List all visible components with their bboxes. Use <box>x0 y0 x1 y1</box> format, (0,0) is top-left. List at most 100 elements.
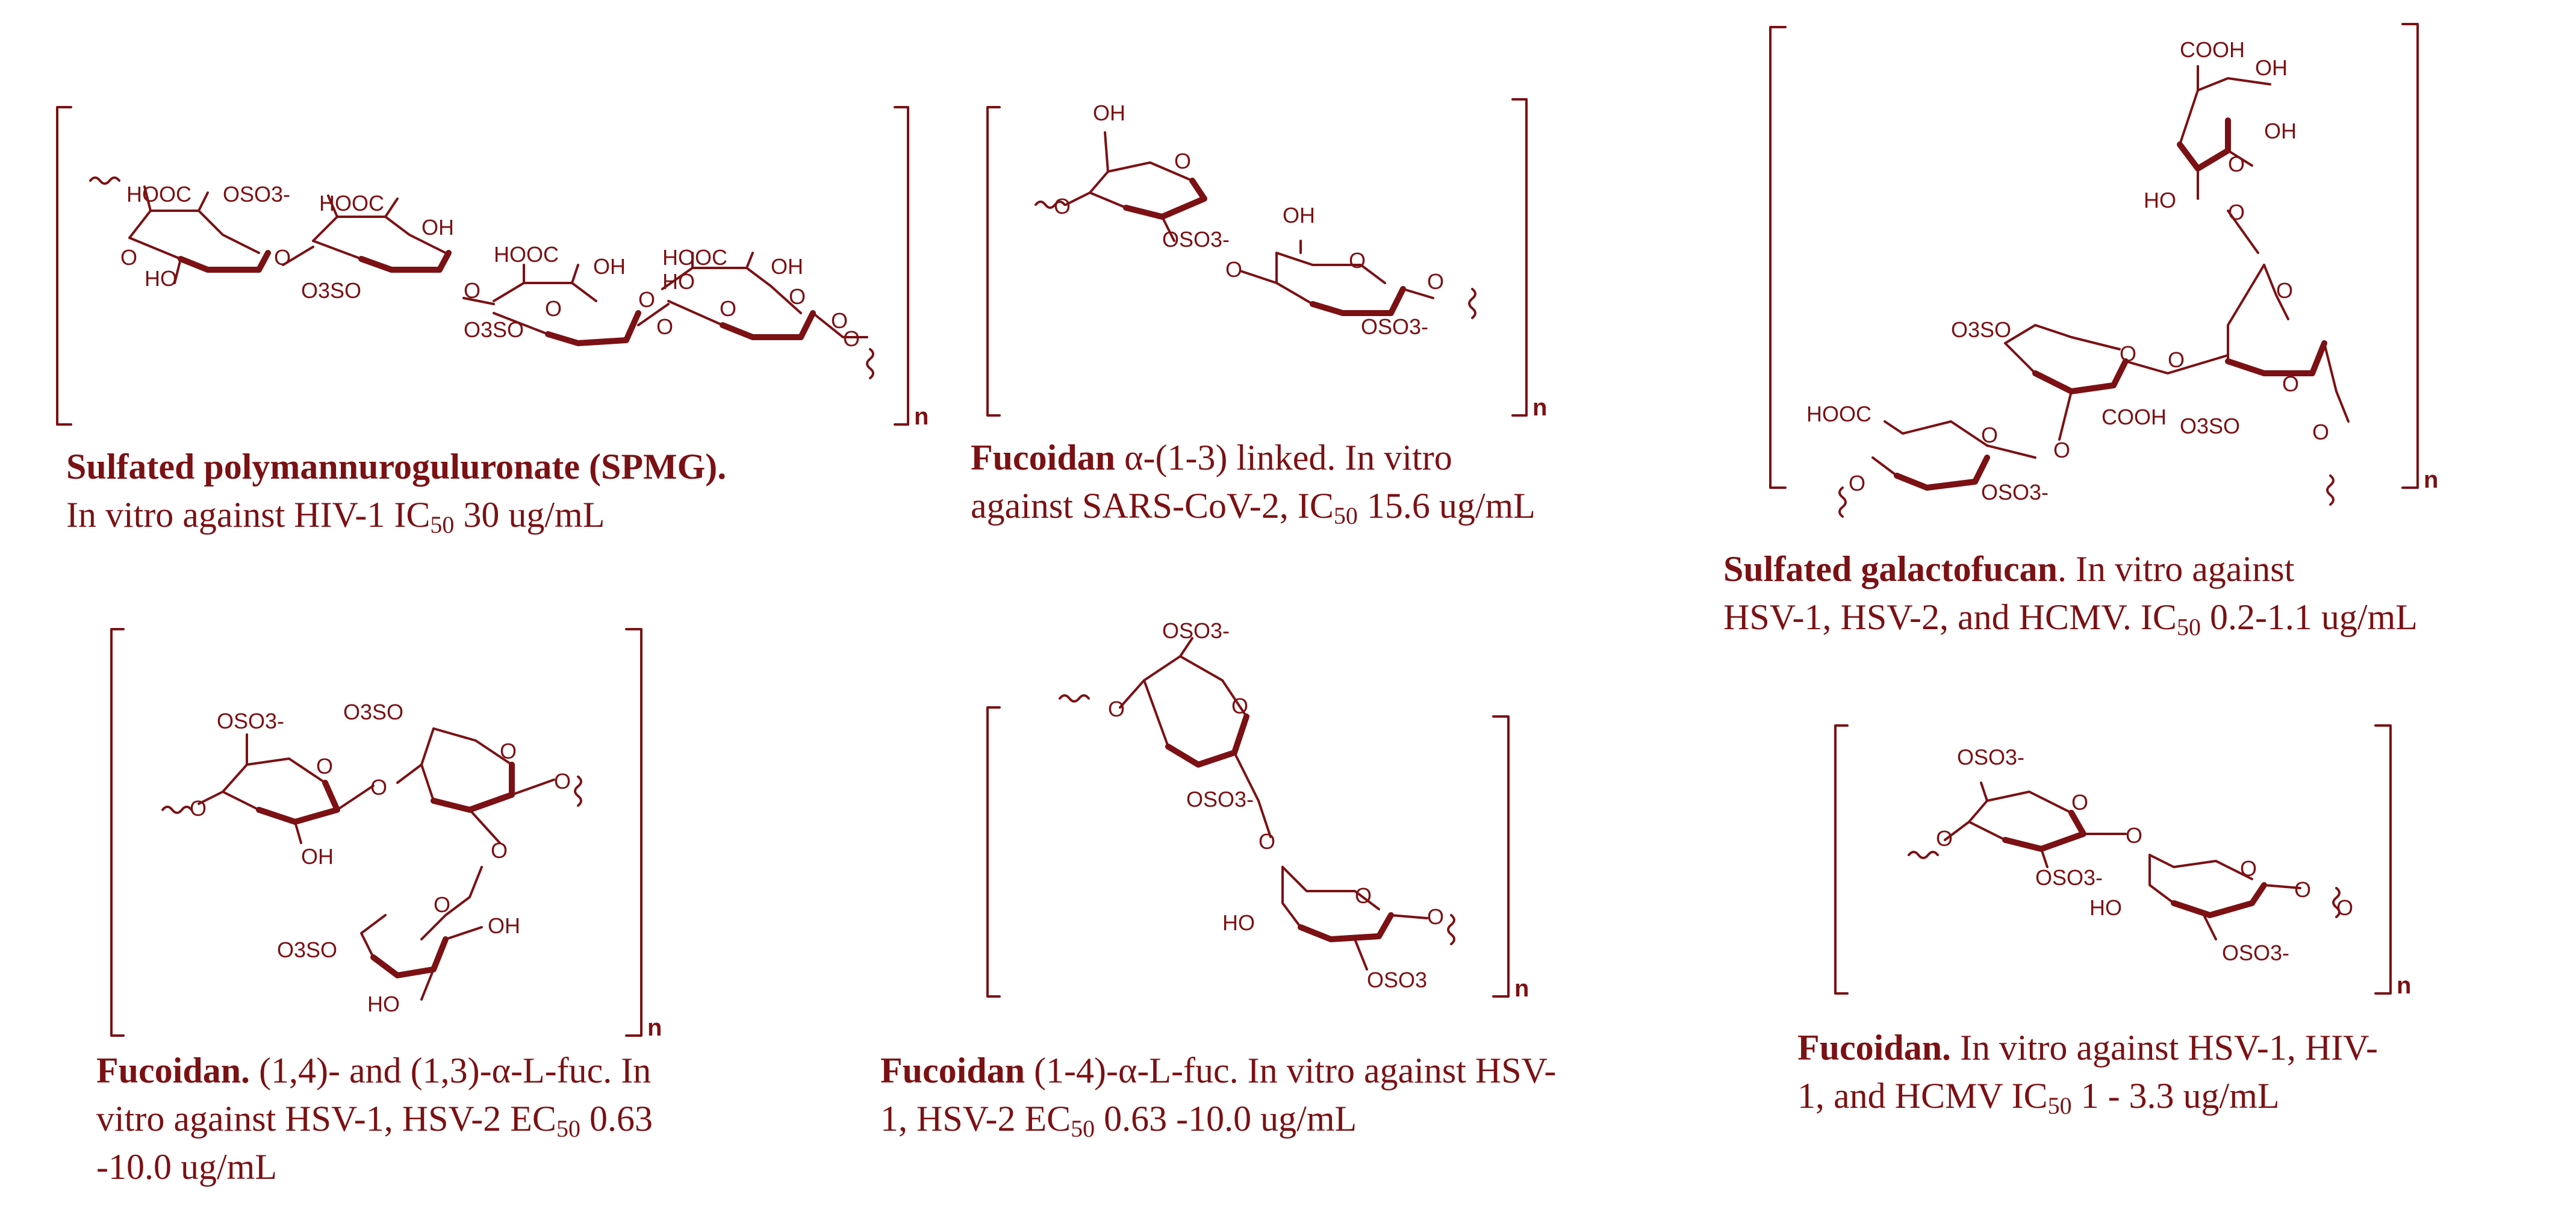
atom-label: HOOC <box>126 182 191 207</box>
wavy-bond <box>866 348 874 379</box>
bracket-left <box>1834 724 1849 995</box>
ring-4 <box>637 252 868 340</box>
atom-label: O <box>789 284 806 309</box>
caption-fucoidan-hiv: Fucoidan. In vitro against HSV-1, HIV- 1… <box>1797 1028 2378 1119</box>
caption-galactofucan: Sulfated galactofucan. In vitro against … <box>1723 549 2418 641</box>
repeat-n: n <box>2397 972 2411 999</box>
atom-label: O <box>545 296 562 321</box>
atom-label: O <box>1981 423 1998 447</box>
atom-label: OH <box>771 254 803 279</box>
atom-label: O <box>1231 694 1248 718</box>
ring-top <box>2177 65 2271 254</box>
compound-name: Fucoidan. <box>96 1051 250 1090</box>
compound-name: Fucoidan <box>971 438 1116 477</box>
atom-label: O3SO <box>301 278 361 303</box>
atom-label: O <box>1054 194 1071 219</box>
ring-1 <box>198 733 375 844</box>
atom-label: O <box>2312 420 2329 444</box>
ring-2 <box>396 727 555 844</box>
atom-label: OSO3- <box>217 709 284 733</box>
atom-label: HO <box>367 992 400 1016</box>
wavy-bond <box>1447 914 1455 945</box>
atom-label: OH <box>488 913 520 938</box>
caption-fucoidan-13: Fucoidan α-(1-3) linked. In vitro agains… <box>971 438 1535 529</box>
atom-label: OH <box>301 844 334 869</box>
atom-label: O3SO <box>1951 317 2011 342</box>
wavy-bond <box>2326 474 2335 506</box>
wavy-bond <box>1908 851 1939 859</box>
panel-fucoidan-13-structure <box>986 98 1528 417</box>
panel-spmg-structure <box>56 106 909 426</box>
wavy-bond <box>1034 200 1066 209</box>
atom-label: O3SO <box>464 317 524 342</box>
atom-label: O <box>2282 371 2299 396</box>
atom-label: OSO3- <box>1186 787 1254 812</box>
caption-fucoidan-14: Fucoidan (1-4)-α-L-fuc. In vitro against… <box>880 1051 1557 1142</box>
caption-fucoidan-1413: Fucoidan. (1,4)- and (1,3)-α-L-fuc. In v… <box>96 1051 653 1187</box>
atom-label: OH <box>593 254 626 279</box>
atom-label: O <box>500 739 517 763</box>
ring-2 <box>2148 854 2301 940</box>
bracket-right <box>2374 724 2392 995</box>
atom-label: O <box>1349 248 1366 273</box>
atom-label: HO <box>145 266 177 291</box>
atom-label: COOH <box>2102 405 2167 429</box>
atom-label: OSO3- <box>2035 865 2103 890</box>
atom-label: COOH <box>2180 37 2245 62</box>
atom-label: O <box>2240 856 2257 881</box>
panel-galactofucan-structure <box>1769 23 2419 518</box>
ring-1 <box>1065 131 1207 242</box>
atom-label: O <box>2126 823 2142 848</box>
atom-label: OH <box>1093 101 1125 125</box>
compound-name: Sulfated polymannuroguluronate (SPMG). <box>66 447 727 486</box>
ring-mid-right <box>2225 264 2350 423</box>
atom-label: HO <box>2089 895 2122 920</box>
atom-label: O <box>491 838 508 863</box>
ring-2 <box>1239 240 1434 316</box>
atom-label: OH <box>2264 119 2297 143</box>
atom-label: O <box>831 308 848 333</box>
atom-label: HOOC <box>319 191 384 216</box>
atom-label: O <box>120 245 137 270</box>
ring-3 <box>462 264 641 346</box>
atom-label: O <box>1108 697 1125 721</box>
repeat-n: n <box>647 1015 662 1041</box>
atom-label: O <box>2228 152 2245 176</box>
repeat-n: n <box>914 403 929 430</box>
atom-label: O <box>274 245 291 270</box>
atom-label: O <box>464 278 481 303</box>
atom-label: O <box>434 892 450 917</box>
repeat-n: n <box>2424 467 2438 493</box>
atom-label: HOOC <box>1806 402 1871 426</box>
atom-label: O <box>2228 200 2245 225</box>
atom-label: OSO3 <box>1367 968 1427 992</box>
bracket-left <box>1769 26 1787 489</box>
bracket-right <box>1492 715 1510 998</box>
atom-label: O <box>370 775 387 800</box>
atom-label: O <box>1427 904 1444 929</box>
atom-label: O <box>1258 829 1275 854</box>
atom-label: HO <box>2144 188 2176 213</box>
ring-mid-left <box>2004 324 2229 441</box>
atom-label: OSO3- <box>1162 618 1230 643</box>
ring-2 <box>282 194 452 273</box>
atom-label: O <box>316 754 333 778</box>
bracket-right <box>2401 23 2419 489</box>
atom-label: HOOC <box>494 242 559 267</box>
atom-label: O <box>843 326 860 351</box>
atom-label: OH <box>422 215 454 240</box>
atom-label: O <box>720 296 736 321</box>
atom-label: O <box>554 769 571 794</box>
bracket-left <box>110 628 125 1037</box>
atom-label: O <box>2120 341 2136 366</box>
ring-1 <box>128 185 271 284</box>
atom-label: HO <box>1222 910 1255 935</box>
atom-label: O <box>190 796 207 821</box>
wavy-bond <box>2332 887 2341 918</box>
atom-label: OSO3- <box>2222 940 2289 965</box>
panel-fucoidan-14-structure <box>986 637 1510 998</box>
wavy-bond <box>161 806 193 814</box>
bracket-left <box>986 706 1001 998</box>
atom-label: OH <box>2255 55 2288 80</box>
bracket-left <box>56 106 72 426</box>
